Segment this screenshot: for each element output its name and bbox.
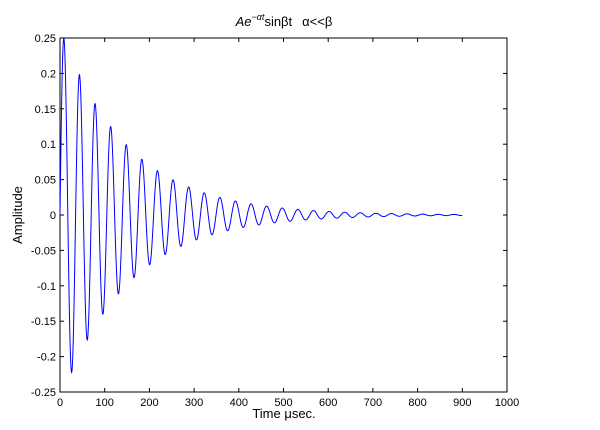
chart-title: Ae−αtsinβt α<<β [235, 12, 333, 29]
series-line-damped-sine [59, 36, 463, 374]
x-tick-label: 800 [408, 397, 426, 409]
x-tick-label: 900 [453, 397, 471, 409]
x-tick-label: 300 [185, 397, 203, 409]
y-tick-label: 0.1 [41, 139, 56, 151]
x-axis-label: Time μsec. [252, 406, 315, 421]
x-axis-tick-labels: 0 100 200 300 400 500 600 700 800 900 1000 [57, 397, 519, 409]
x-tick-label: 0 [57, 397, 63, 409]
x-tick-label: 600 [319, 397, 337, 409]
y-tick-label: -0.05 [31, 245, 56, 257]
x-tick-label: 1000 [495, 397, 519, 409]
y-tick-label: -0.2 [37, 352, 56, 364]
y-tick-label: -0.1 [37, 281, 56, 293]
x-tick-label: 400 [230, 397, 248, 409]
y-tick-label: 0 [50, 210, 56, 222]
y-axis-label: Amplitude [10, 186, 25, 244]
y-tick-label: 0.15 [35, 104, 56, 116]
x-axis-ticks [59, 38, 508, 392]
y-tick-label: -0.15 [31, 316, 56, 328]
x-tick-label: 100 [96, 397, 114, 409]
y-axis-tick-labels: -0.25 -0.2 -0.15 -0.1 -0.05 0 0.05 0.1 0.15 0.2 0.… [31, 33, 56, 399]
y-tick-label: 0.05 [35, 175, 56, 187]
x-tick-label: 500 [274, 397, 292, 409]
y-tick-label: 0.25 [35, 33, 56, 45]
y-tick-label: -0.25 [31, 387, 56, 399]
x-tick-label: 700 [364, 397, 382, 409]
x-tick-label: 200 [140, 397, 158, 409]
y-axis-ticks [60, 37, 507, 393]
y-tick-label: 0.2 [41, 68, 56, 80]
